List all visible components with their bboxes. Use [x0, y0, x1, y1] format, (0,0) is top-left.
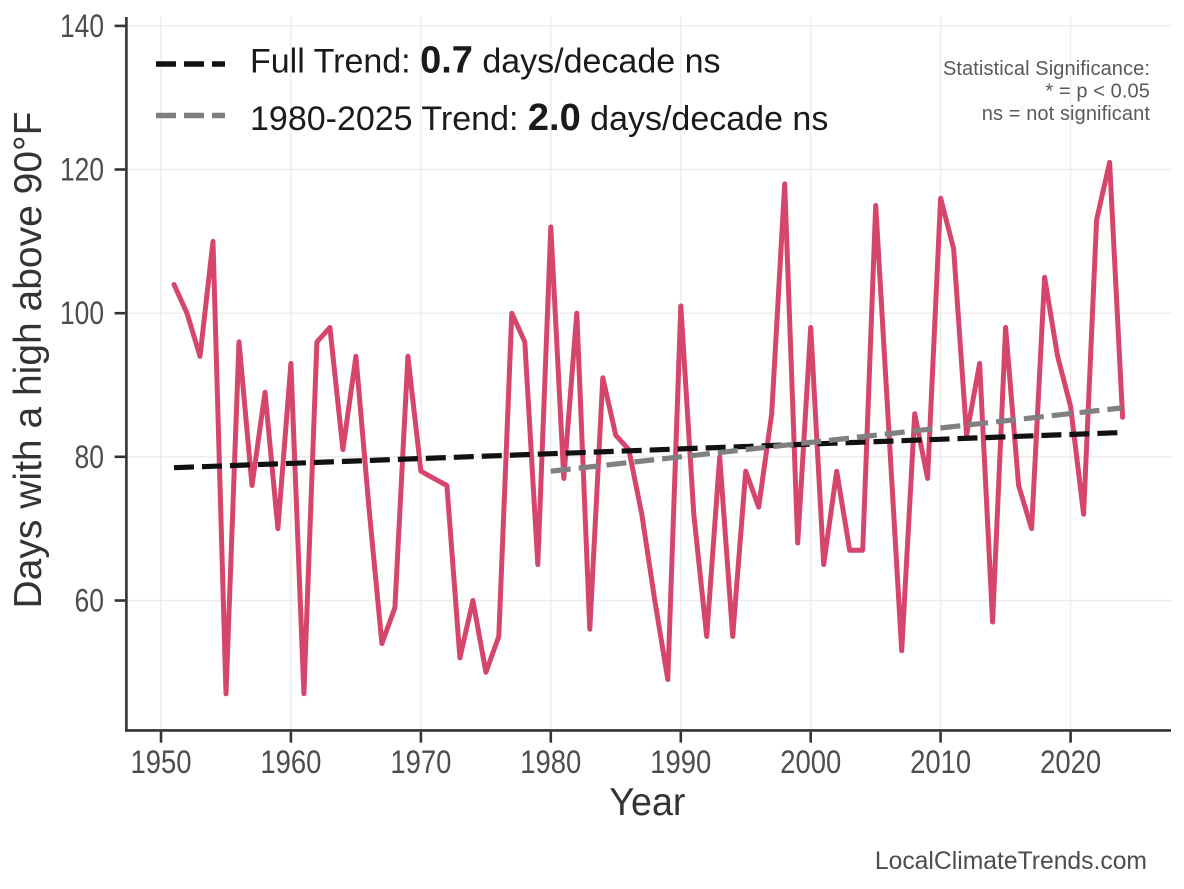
svg-text:1960: 1960: [260, 744, 321, 780]
svg-text:1990: 1990: [650, 744, 711, 780]
svg-text:1970: 1970: [390, 744, 451, 780]
svg-text:2000: 2000: [780, 744, 841, 780]
svg-text:LocalClimateTrends.com: LocalClimateTrends.com: [875, 848, 1147, 875]
svg-text:80: 80: [75, 439, 105, 475]
svg-text:2010: 2010: [910, 744, 971, 780]
svg-text:Year: Year: [609, 781, 685, 824]
svg-text:Full Trend: 0.7 days/decade ns: Full Trend: 0.7 days/decade ns: [250, 40, 721, 82]
svg-text:100: 100: [60, 295, 104, 331]
svg-text:60: 60: [75, 583, 105, 619]
svg-text:1980-2025 Trend: 2.0 days/deca: 1980-2025 Trend: 2.0 days/decade ns: [250, 97, 828, 139]
svg-text:1950: 1950: [131, 744, 192, 780]
svg-text:Statistical Significance:: Statistical Significance:: [943, 58, 1150, 80]
svg-text:ns = not significant: ns = not significant: [982, 103, 1151, 125]
svg-text:120: 120: [60, 152, 104, 188]
svg-text:Days with a high above 90°F: Days with a high above 90°F: [7, 112, 50, 609]
svg-text:2020: 2020: [1040, 744, 1101, 780]
svg-text:1980: 1980: [520, 744, 581, 780]
svg-text:* = p < 0.05: * = p < 0.05: [1045, 81, 1150, 103]
svg-text:140: 140: [60, 8, 104, 44]
